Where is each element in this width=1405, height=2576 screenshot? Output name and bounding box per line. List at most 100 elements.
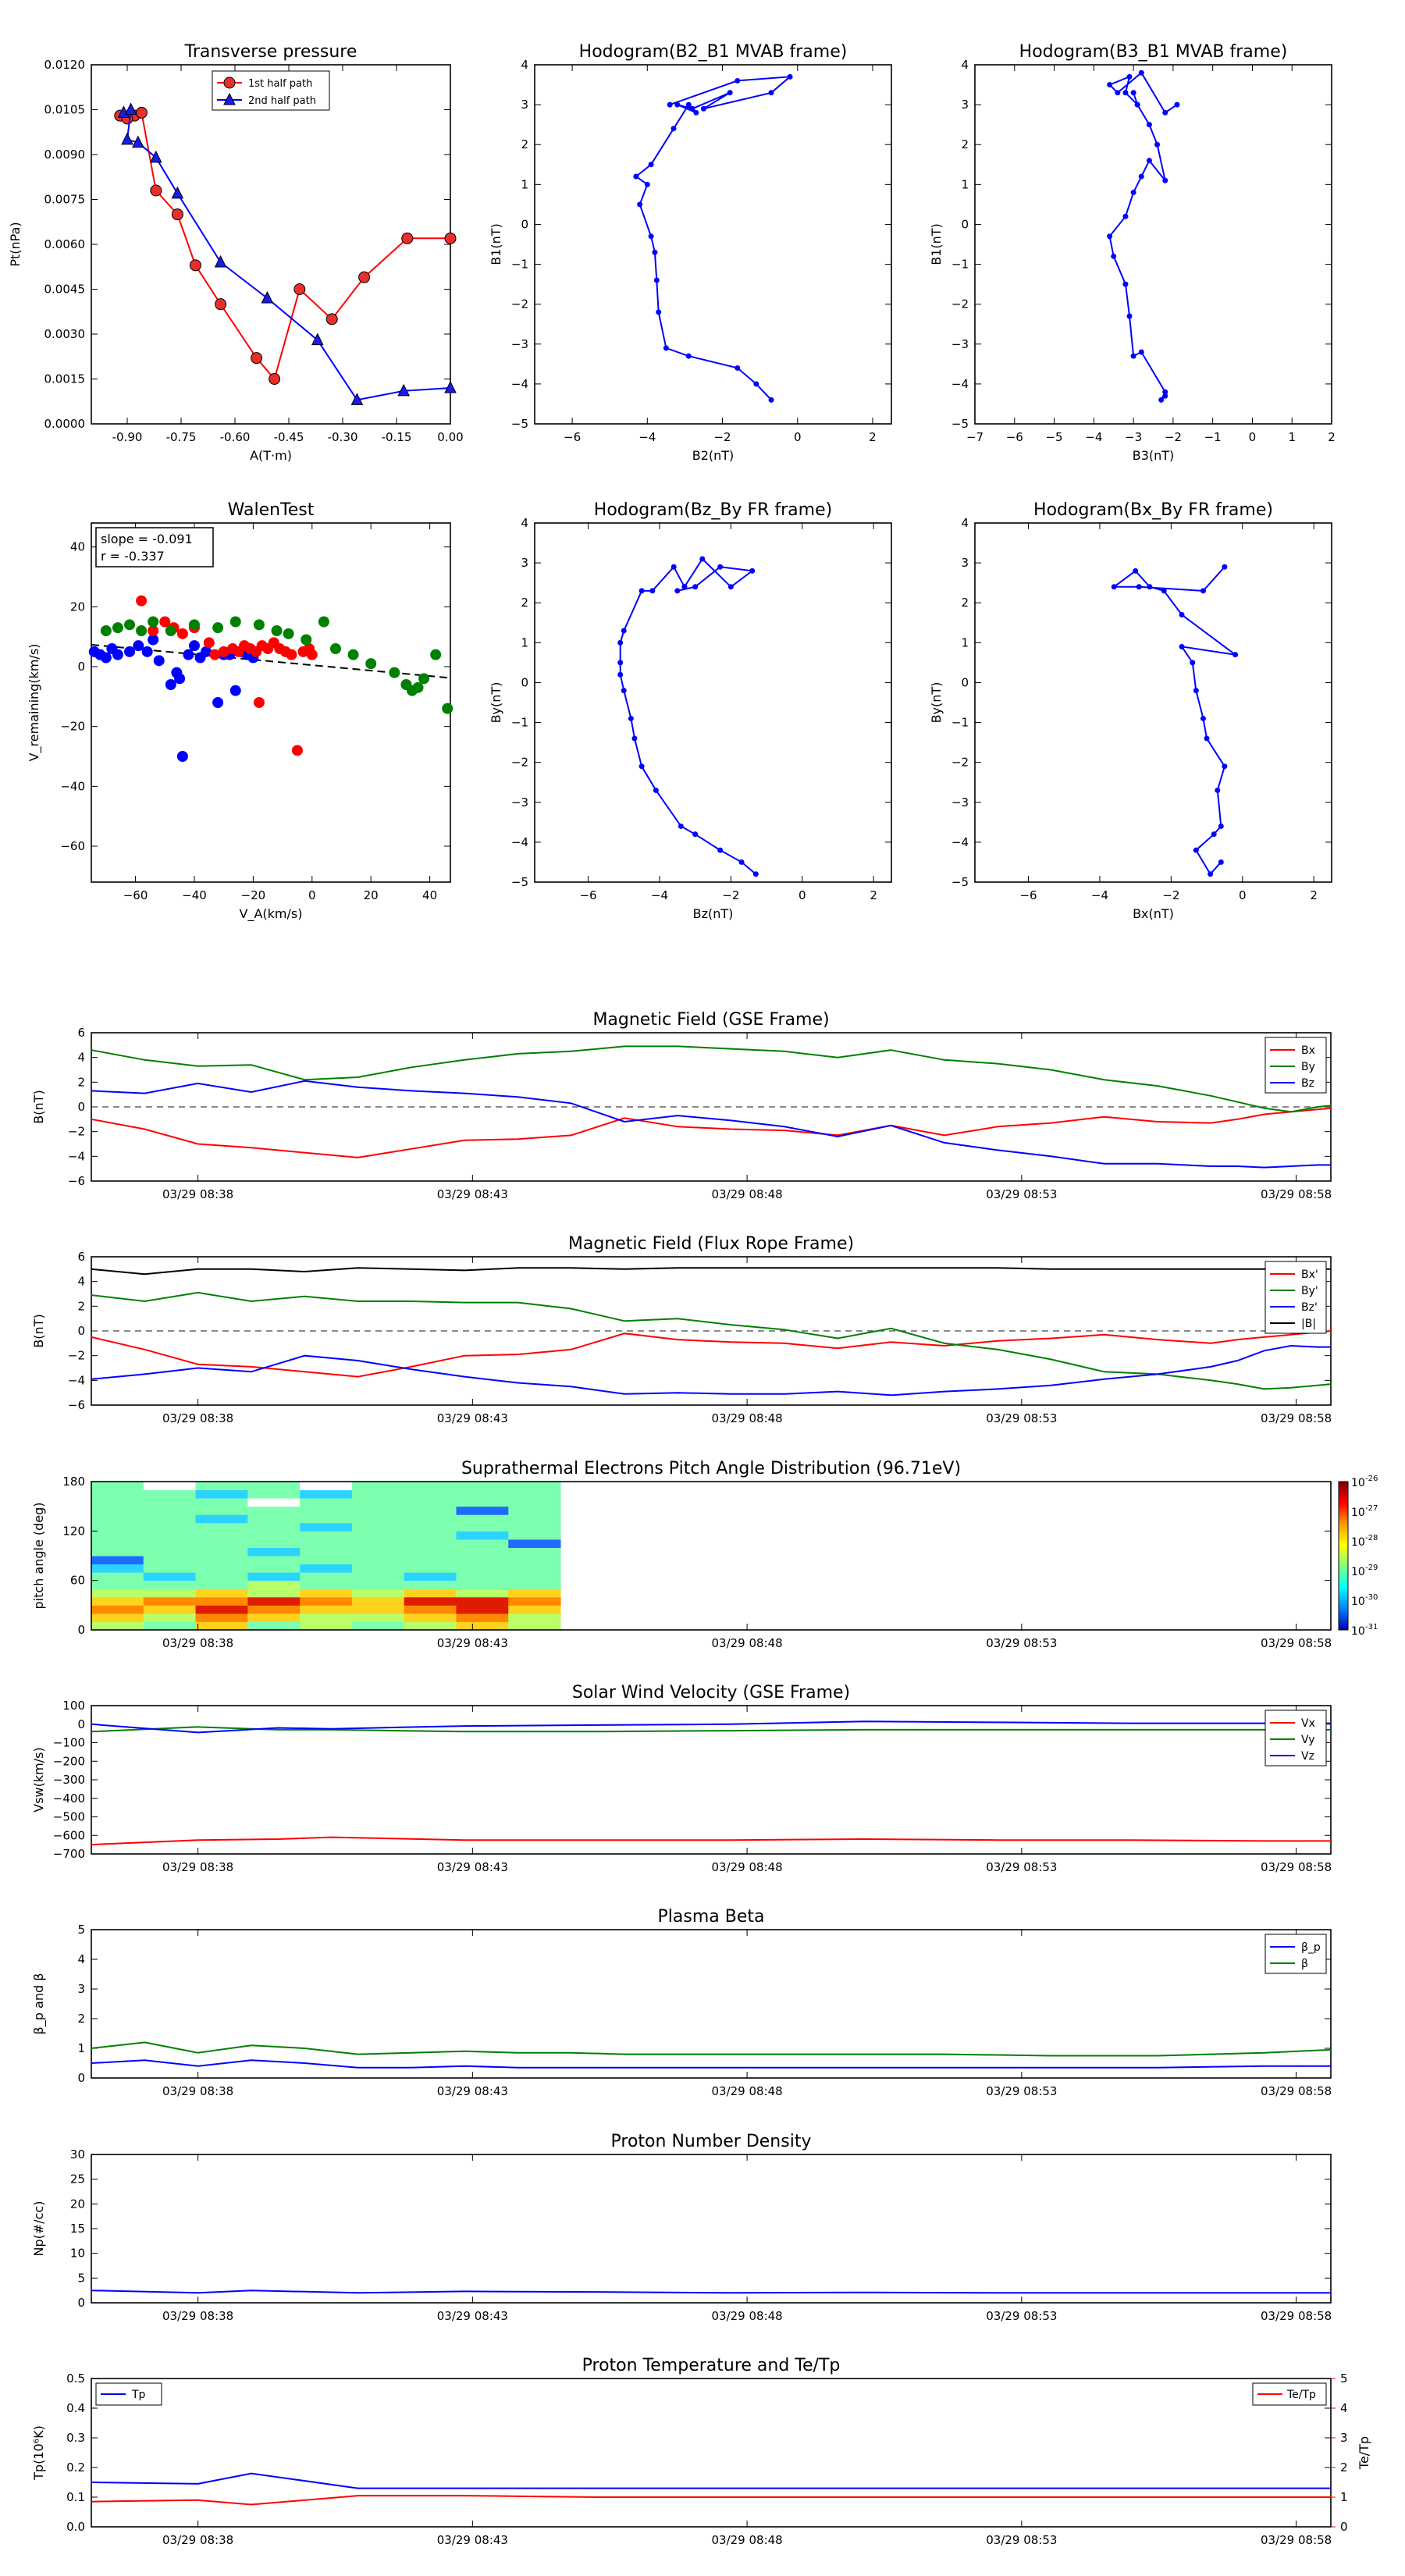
chart-title: Hodogram(B2_B1 MVAB frame)	[579, 42, 848, 62]
y-axis-label: By(nT)	[929, 682, 944, 724]
time-tick-label: 03/29 08:53	[986, 1187, 1057, 1201]
data-point	[621, 688, 627, 694]
time-tick-label: 03/29 08:53	[986, 1860, 1057, 1874]
data-point	[685, 353, 692, 359]
heatmap-cell	[247, 1482, 301, 1491]
heatmap-cell	[404, 1613, 457, 1622]
time-tick-label: 03/29 08:48	[711, 1187, 782, 1201]
x-tick-label: −20	[241, 888, 266, 902]
colorbar-label: 10	[1351, 1566, 1365, 1578]
legend: β_p β	[1264, 1934, 1327, 1974]
time-tick-label: 03/29 08:48	[711, 2084, 782, 2098]
y-tick-label: 120	[62, 1524, 85, 1538]
y-tick-label: −600	[53, 1828, 85, 1842]
colorbar-exponent: -26	[1365, 1475, 1378, 1483]
y-tick-label: −2	[511, 297, 528, 311]
x-tick-label: −2	[722, 888, 739, 902]
y-tick-label: −4	[951, 835, 969, 849]
y-tick-label: 40	[70, 540, 85, 554]
data-point	[717, 564, 724, 570]
x-axis-label: B3(nT)	[1133, 448, 1175, 463]
series-line-1	[91, 2041, 1332, 2057]
chart-title: Plasma Beta	[658, 1907, 765, 1927]
heatmap-cell	[508, 1596, 561, 1606]
y-tick-label: −2	[68, 1349, 85, 1363]
data-point	[1122, 281, 1129, 287]
data-point	[365, 658, 377, 670]
heatmap-cell	[351, 1498, 405, 1507]
heatmap-cell	[508, 1531, 561, 1540]
heatmap-cell	[508, 1539, 561, 1548]
heatmap-cell	[143, 1506, 197, 1515]
y-tick-label: −5	[511, 417, 528, 431]
data-point	[1146, 122, 1152, 128]
heatmap-cell	[195, 1621, 248, 1631]
r-annotation: r = -0.337	[101, 549, 165, 564]
data-point	[1215, 787, 1221, 793]
y-axis-label: Pt(nPa)	[8, 222, 23, 266]
hodogram-line	[1112, 566, 1236, 876]
heatmap-cell	[300, 1621, 353, 1631]
heatmap-cell	[508, 1489, 561, 1499]
x-tick-label: -0.30	[328, 430, 358, 444]
panel-np: 0 5 10 15 20 25 30 Proton Number Density Np(#/cc…	[31, 2132, 1332, 2323]
series-line-0	[91, 1107, 1332, 1158]
plot-frame	[91, 2154, 1332, 2304]
heatmap-cell	[404, 1498, 457, 1507]
heatmap-cell	[508, 1522, 561, 1532]
heatmap-cell	[195, 1589, 248, 1598]
heatmap-cell	[508, 1572, 561, 1582]
y-tick-label: 0.0120	[44, 58, 86, 72]
heatmap-cell	[247, 1572, 301, 1582]
x-tick-label: 2	[870, 888, 877, 902]
legend-label: Bz'	[1301, 1301, 1318, 1314]
time-tick-label: 03/29 08:38	[162, 1187, 233, 1201]
y-tick-label: 0.5	[66, 2371, 85, 2386]
heatmap-cell	[143, 1596, 197, 1606]
y-axis-label: β_p and β	[31, 1973, 47, 2035]
heatmap-cell	[351, 1613, 405, 1622]
y-tick-label: 0	[961, 217, 969, 231]
heatmap-cell	[508, 1580, 561, 1589]
heatmap-cell	[91, 1514, 144, 1524]
y-axis-label: pitch angle (deg)	[31, 1502, 46, 1609]
y-tick-label: 1	[77, 2041, 85, 2055]
heatmap-cell	[456, 1572, 509, 1582]
y-tick-label: 0.0030	[44, 327, 86, 341]
x-tick-label: −60	[123, 888, 148, 902]
series-line-0	[119, 111, 450, 381]
data-point	[389, 667, 400, 678]
data-point	[1162, 109, 1168, 116]
heatmap-cell	[404, 1556, 457, 1565]
plot-frame	[974, 522, 1332, 883]
heatmap-cell	[300, 1539, 353, 1548]
colorbar-label: 10	[1351, 1625, 1365, 1638]
panel-h2: −7 −6 −5 −4 −3 −2 −1 0 1 2 −5 −4 −3 −2 −1 0 1 2 3 4 Hodogram…	[929, 42, 1336, 463]
data-point	[442, 703, 454, 714]
y-tick-label: 0	[77, 660, 85, 674]
heatmap-cell	[404, 1489, 457, 1499]
y-tick-label: 0.3	[66, 2431, 85, 2445]
panel-mag_gse: −6 −4 −2 0 2 4 6 Magnetic Field (GSE Frame) B(nT…	[31, 1010, 1332, 1201]
heatmap-cell	[300, 1564, 353, 1573]
data-point	[148, 616, 159, 628]
legend-marker	[223, 76, 236, 89]
data-point	[644, 181, 650, 187]
data-point	[183, 649, 194, 660]
heatmap-cell	[456, 1514, 509, 1524]
data-point	[1162, 393, 1168, 399]
y-tick-label: 4	[77, 1051, 85, 1065]
y-tick-label: 3	[961, 556, 969, 570]
plot-frame	[534, 64, 892, 425]
chart-title: WalenTest	[228, 500, 315, 520]
y-tick-label: −2	[951, 297, 969, 311]
heatmap-cell	[195, 1596, 248, 1606]
data-point	[444, 232, 457, 244]
data-point	[1115, 90, 1121, 96]
data-point	[329, 643, 341, 654]
data-point	[171, 186, 184, 199]
x-tick-label: −4	[1091, 888, 1108, 902]
colorbar-exponent: -30	[1365, 1593, 1378, 1602]
data-point	[159, 616, 171, 628]
